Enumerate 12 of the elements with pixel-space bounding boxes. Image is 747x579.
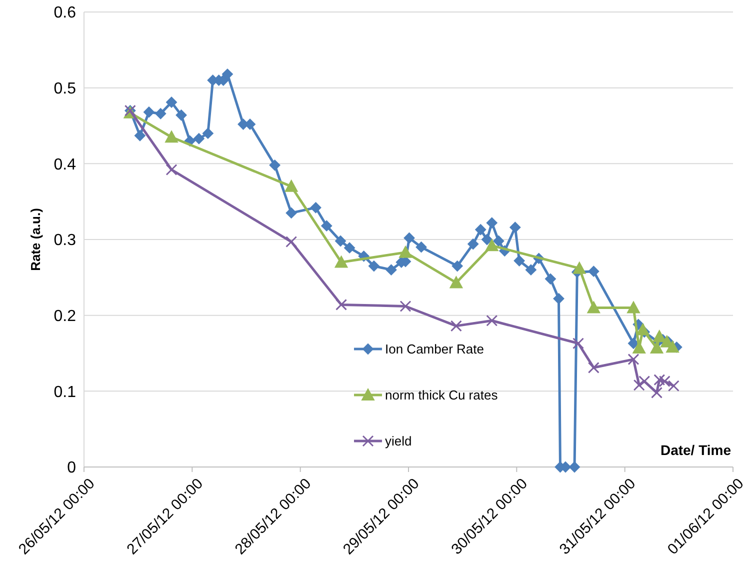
legend-label: Ion Camber Rate bbox=[385, 342, 484, 357]
x-axis-title: Date/ Time bbox=[660, 442, 732, 458]
y-tick-label: 0.4 bbox=[54, 156, 76, 174]
y-tick-label: 0.1 bbox=[54, 384, 76, 401]
y-tick-label: 0.2 bbox=[54, 308, 76, 325]
legend-label: yield bbox=[385, 434, 412, 449]
y-tick-label: 0 bbox=[67, 460, 76, 477]
y-tick-label: 0.6 bbox=[54, 4, 76, 22]
y-axis-title: Rate (a.u.) bbox=[28, 208, 43, 271]
y-tick-label: 0.3 bbox=[54, 232, 76, 250]
y-tick-label: 0.5 bbox=[54, 80, 76, 98]
legend-label: norm thick Cu rates bbox=[385, 388, 498, 403]
